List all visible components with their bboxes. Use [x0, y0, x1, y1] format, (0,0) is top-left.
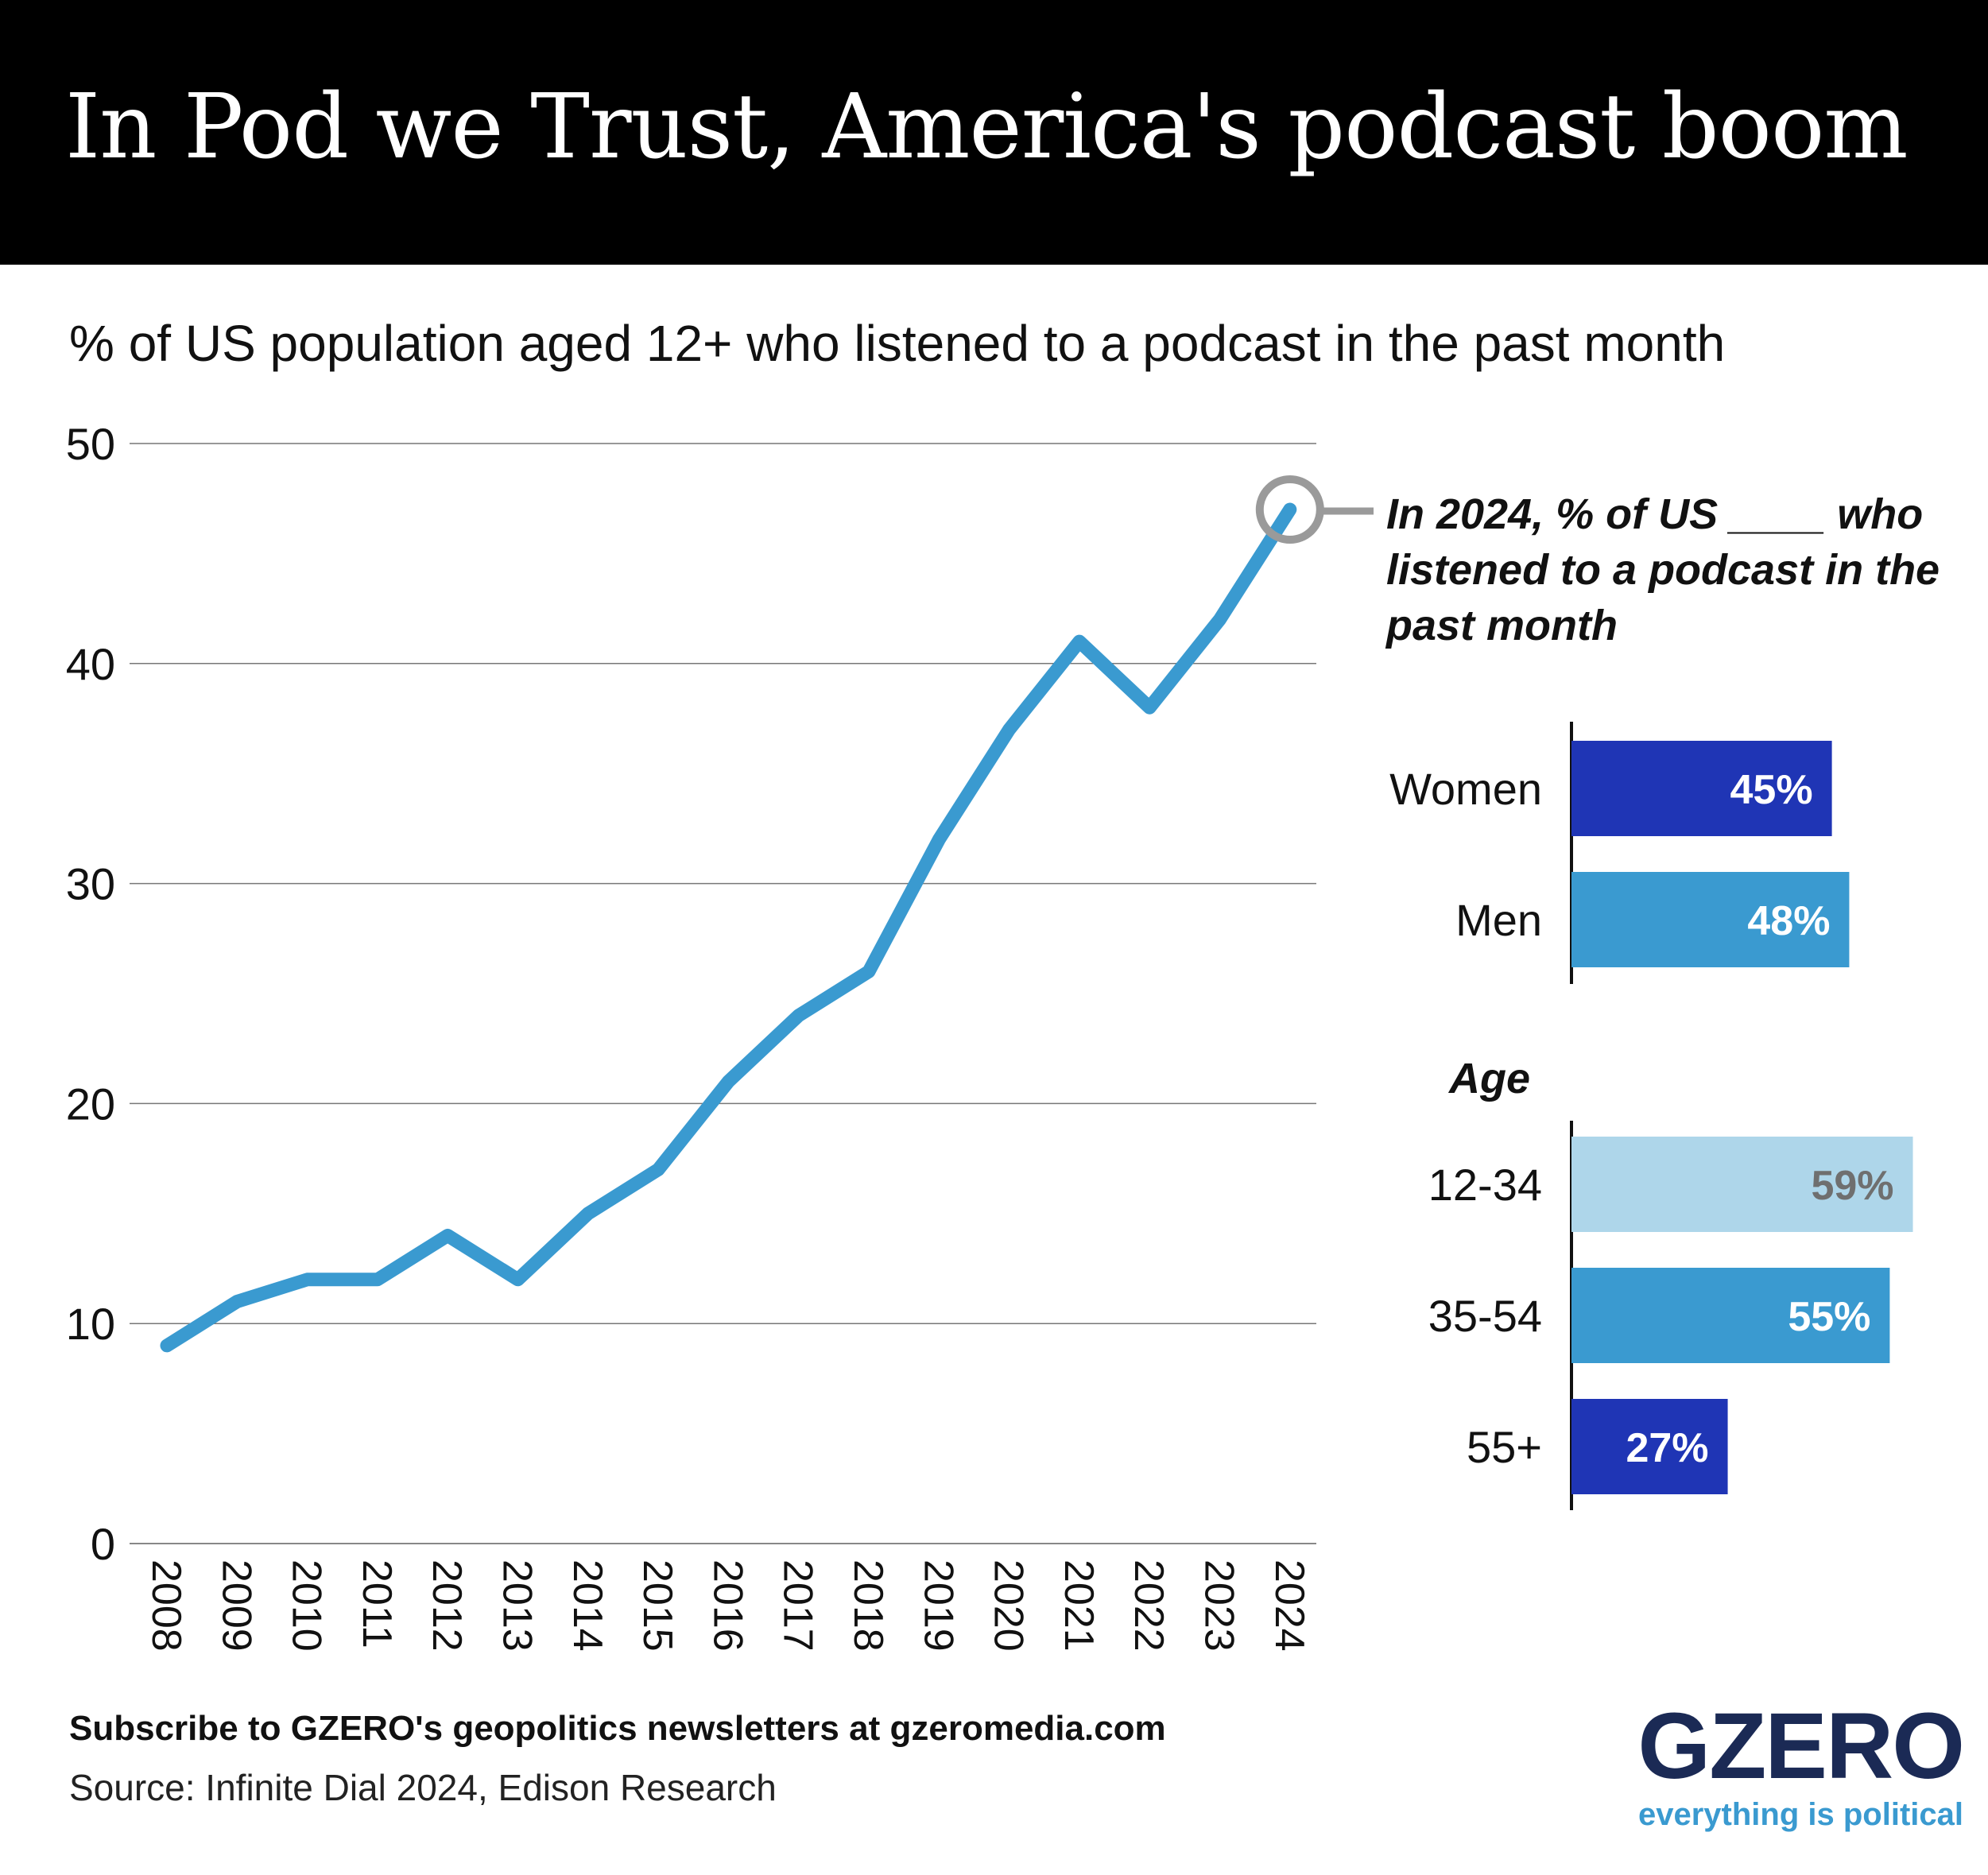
y-tick-label: 40 [66, 639, 115, 689]
x-tick-label: 2008 [143, 1559, 189, 1652]
source-note: Source: Infinite Dial 2024, Edison Resea… [69, 1767, 777, 1808]
bar-value-label: 45% [1730, 767, 1813, 813]
chart-subtitle: % of US population aged 12+ who listened… [69, 315, 1726, 372]
x-tick-label: 2019 [915, 1559, 961, 1652]
x-tick-label: 2014 [564, 1559, 610, 1652]
logo-wordmark: GZERO [1637, 1694, 1965, 1799]
page-title: In Pod we Trust, America's podcast boom [65, 76, 1909, 179]
data-point [581, 1207, 595, 1220]
bar [1571, 1137, 1913, 1232]
bar-value-label: 55% [1788, 1294, 1870, 1340]
bar-value-label: 48% [1747, 898, 1830, 944]
bar-value-label: 59% [1811, 1163, 1893, 1209]
x-tick-label: 2020 [986, 1559, 1032, 1652]
bar [1571, 1268, 1890, 1363]
bar-chart: Women 45% Men 48% Age 12-34 59% 35-54 55% 55+ 27% [1389, 722, 1913, 1510]
x-tick-label: 2024 [1266, 1559, 1312, 1652]
bar [1571, 741, 1832, 836]
line-chart-grid [130, 443, 1316, 1544]
x-tick-label: 2017 [775, 1559, 821, 1652]
data-point [1283, 503, 1296, 517]
data-point [300, 1273, 314, 1286]
data-point [231, 1295, 244, 1308]
data-point [722, 1075, 735, 1088]
bar [1571, 1399, 1728, 1494]
bar-category-label: Men [1455, 895, 1542, 945]
line-chart-y-ticks: 0 10 20 30 40 50 [66, 419, 115, 1569]
highlight-ring [1255, 475, 1324, 544]
series-line [160, 502, 1297, 1353]
y-tick-label: 30 [66, 859, 115, 909]
title-bar: In Pod we Trust, America's podcast boom [0, 0, 1988, 265]
data-point [1213, 613, 1227, 626]
bar-value-label: 27% [1626, 1425, 1708, 1471]
y-tick-label: 0 [91, 1519, 115, 1569]
x-tick-label: 2011 [354, 1559, 400, 1648]
x-tick-label: 2023 [1196, 1559, 1242, 1652]
bar-category-label: Women [1389, 764, 1542, 814]
x-tick-label: 2012 [424, 1559, 470, 1652]
subscribe-note: Subscribe to GZERO's geopolitics newslet… [69, 1709, 1166, 1748]
data-point [441, 1229, 455, 1242]
data-point [370, 1273, 384, 1286]
gzero-logo: GZERO everything is political [1622, 1694, 1965, 1834]
logo-tagline: everything is political [1637, 1797, 1963, 1832]
line-chart-series [160, 475, 1374, 1353]
bar-category-label: 55+ [1467, 1422, 1542, 1472]
line-chart-x-ticks: 2008 2009 2010 2011 2012 2013 2014 2015 2016 2017… [143, 1559, 1312, 1652]
x-tick-label: 2016 [704, 1559, 750, 1652]
data-point [161, 1338, 173, 1352]
x-tick-label: 2018 [845, 1559, 891, 1652]
data-point [652, 1163, 665, 1176]
x-tick-label: 2013 [494, 1559, 541, 1652]
data-point [792, 1009, 805, 1022]
y-tick-label: 50 [66, 419, 115, 469]
data-point [862, 965, 875, 978]
bar-category-label: 12-34 [1428, 1160, 1542, 1210]
x-tick-label: 2015 [634, 1559, 680, 1652]
data-point [1002, 722, 1016, 736]
x-tick-label: 2022 [1126, 1559, 1172, 1652]
y-tick-label: 10 [66, 1299, 115, 1349]
bar [1571, 872, 1850, 967]
bar-category-label: 35-54 [1428, 1291, 1542, 1341]
x-tick-label: 2009 [213, 1559, 259, 1652]
data-point [932, 833, 946, 846]
x-tick-label: 2010 [284, 1559, 330, 1652]
bar-chart-callout: In 2024, % of US ____ who listened to a … [1386, 490, 1940, 649]
data-point [1072, 635, 1086, 649]
x-tick-label: 2021 [1056, 1559, 1102, 1652]
data-point [1143, 701, 1157, 715]
y-tick-label: 20 [66, 1079, 115, 1129]
bar-group-header: Age [1447, 1055, 1530, 1102]
data-point [511, 1273, 525, 1286]
